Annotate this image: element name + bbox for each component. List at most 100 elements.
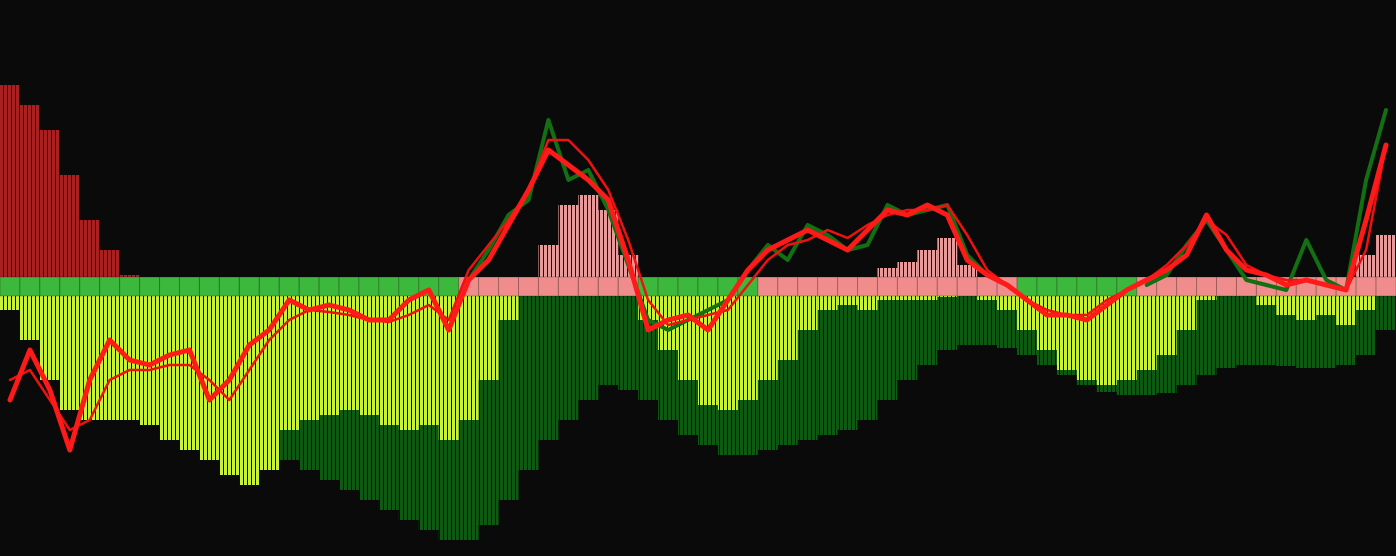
indicator-line (7, 142, 1389, 453)
histogram-bar (578, 195, 599, 277)
signal-cell (557, 276, 579, 297)
signal-cell (657, 276, 679, 297)
histogram-bar (478, 277, 499, 380)
signal-cell (1176, 276, 1198, 297)
signal-cell (159, 276, 180, 297)
histogram-bar (777, 277, 798, 360)
histogram-bar (1136, 277, 1157, 370)
signal-cell (139, 276, 161, 297)
signal-cell (438, 276, 460, 297)
histogram-bar (199, 277, 220, 460)
histogram-bar (39, 130, 60, 277)
signal-cell (1216, 276, 1237, 297)
signal-cell (19, 276, 41, 297)
histogram-bar (378, 277, 399, 425)
histogram-bar (757, 277, 778, 380)
histogram-bar (678, 277, 698, 380)
histogram-bar (877, 277, 898, 400)
signal-cell (857, 276, 878, 297)
signal-cell (59, 276, 81, 297)
signal-cell (757, 276, 779, 297)
histogram-bar (19, 105, 40, 277)
histogram-bar (837, 277, 858, 430)
signal-cell (338, 276, 360, 297)
histogram-bar (159, 277, 180, 440)
signal-cell (0, 276, 21, 297)
histogram-bar (558, 277, 579, 420)
signal-cell (478, 276, 500, 297)
signal-cell (518, 276, 539, 297)
histogram-bar (119, 277, 140, 420)
histogram-bar (99, 277, 120, 420)
histogram-bar (398, 277, 419, 430)
signal-cell (1355, 276, 1377, 297)
histogram-bar (299, 277, 320, 420)
signal-cell (39, 276, 61, 297)
signal-cell (238, 276, 260, 297)
histogram-bar (897, 277, 918, 380)
histogram-bar (1376, 235, 1396, 277)
histogram-bar (139, 277, 160, 425)
histogram-bar (59, 175, 80, 277)
signal-cell (797, 276, 819, 297)
histogram-bar (279, 277, 300, 430)
histogram-bar (498, 277, 519, 500)
histogram-bar (39, 277, 60, 380)
signal-cell (1076, 276, 1098, 297)
histogram-bar (917, 250, 938, 277)
signal-cell (498, 276, 520, 297)
histogram-bar (1056, 277, 1077, 370)
signal-cell (876, 276, 898, 297)
signal-cell (1375, 276, 1396, 297)
signal-cell (1096, 276, 1118, 297)
histogram-bar (737, 277, 758, 400)
signal-cell (99, 276, 121, 297)
signal-cell (837, 276, 859, 297)
signal-cell (1036, 276, 1058, 297)
signal-cell (1056, 276, 1078, 297)
histogram-bar (877, 268, 898, 277)
signal-cell (318, 276, 340, 297)
histogram-bar (1156, 277, 1177, 355)
signal-cell (916, 276, 938, 297)
signal-cell (278, 276, 300, 297)
histogram-bar (319, 277, 340, 415)
signal-cell (956, 276, 978, 297)
signal-cell (378, 276, 400, 297)
histogram-bar (598, 277, 619, 385)
histogram-bar (99, 250, 120, 277)
signal-cell (79, 276, 101, 297)
signal-cell (537, 276, 559, 297)
histogram-bar (79, 277, 100, 420)
histogram-bar (578, 277, 599, 400)
histogram-bar (239, 277, 260, 485)
histogram-bar (59, 277, 80, 410)
signal-cell (398, 276, 420, 297)
histogram-bar (1116, 277, 1137, 380)
signal-cell (178, 276, 200, 297)
histogram-bar (458, 277, 479, 420)
signal-cell (936, 276, 958, 297)
signal-cell (198, 276, 220, 297)
histogram-bar (358, 277, 379, 415)
signal-cell (777, 276, 799, 297)
signal-cell (677, 276, 699, 297)
histogram-bar (957, 265, 978, 277)
histogram-bar (857, 277, 878, 420)
histogram-bar (0, 85, 20, 277)
histogram-bar (618, 277, 639, 390)
histogram-bar (79, 220, 100, 277)
histogram-bar (1076, 277, 1097, 380)
signal-cell (577, 276, 599, 297)
histogram-bar (259, 277, 280, 470)
signal-cell (258, 276, 280, 297)
histogram-bar (1216, 277, 1237, 368)
signal-cell (697, 276, 719, 297)
histogram-bar (538, 277, 559, 440)
histogram-bar (1236, 277, 1257, 365)
signal-cell (597, 276, 619, 297)
histogram-bar (518, 277, 539, 470)
signal-cell (896, 276, 918, 297)
histogram-bar (937, 238, 958, 277)
